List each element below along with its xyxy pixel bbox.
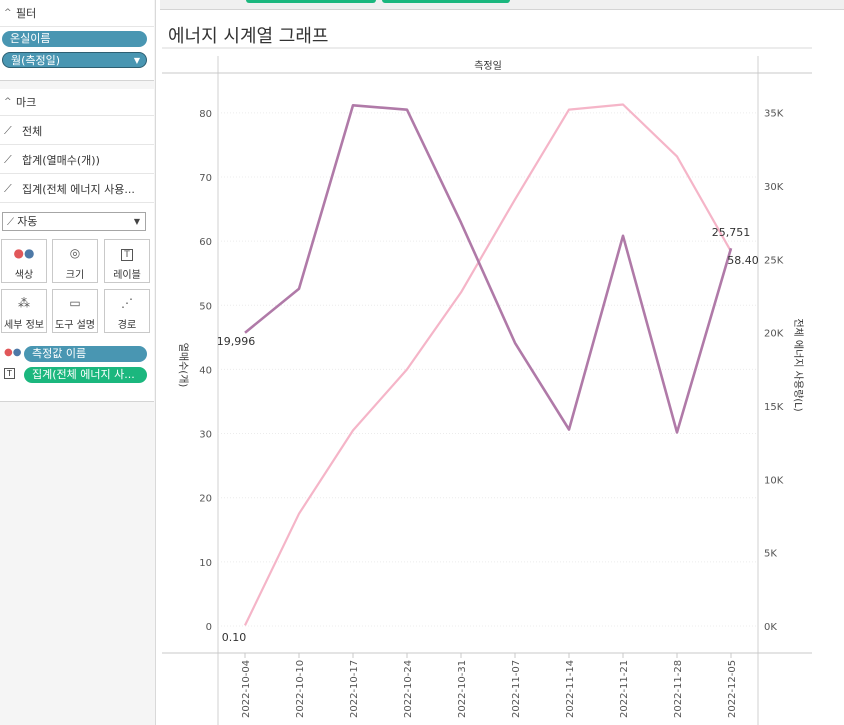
- marks-row-label: 합계(열매수(개)): [22, 153, 100, 167]
- shelf-pill[interactable]: [246, 0, 376, 3]
- dropdown-arrow-icon: ▼: [133, 217, 140, 226]
- marks-row-fruit-count[interactable]: ⟋ 합계(열매수(개)): [0, 146, 154, 174]
- right-tick-label: 10K: [764, 475, 784, 486]
- left-tick-label: 10: [199, 558, 212, 569]
- filters-panel: ^ 필터 온실이름 월(측정일) ▼: [0, 0, 154, 81]
- worksheet-view: [160, 0, 844, 725]
- left-tick-label: 20: [199, 494, 212, 505]
- filter-pill-label: 온실이름: [10, 32, 51, 45]
- x-tick-label: 2022-10-17: [349, 660, 360, 718]
- line-mark-icon: ⟋: [7, 217, 18, 228]
- left-tick-label: 0: [206, 622, 212, 633]
- shelf-pill[interactable]: [382, 0, 510, 3]
- marks-row-all[interactable]: ⟋ 전체: [0, 117, 154, 145]
- energy-sum-pill[interactable]: 집계(전체 에너지 사...: [24, 367, 147, 383]
- sidebar: ^ 필터 온실이름 월(측정일) ▼ ^ 마크 ⟋ 전체 ⟋ 합계(열매수(개)…: [0, 0, 156, 725]
- fruit-count-series-line[interactable]: [244, 103, 732, 626]
- data-label: 19,996: [217, 335, 256, 348]
- line-mark-icon: ⟋: [4, 152, 12, 166]
- card-label: 도구 설명: [55, 320, 95, 331]
- x-tick-label: 2022-10-24: [403, 660, 414, 718]
- right-tick-label: 20K: [764, 329, 784, 340]
- color-card[interactable]: ●● 색상: [1, 239, 47, 283]
- x-tick-label: 2022-10-04: [241, 660, 252, 718]
- right-tick-label: 0K: [764, 622, 777, 633]
- marks-row-energy[interactable]: ⟋ 집계(전체 에너지 사용...: [0, 175, 154, 203]
- data-label: 0.10: [222, 631, 247, 644]
- card-label: 레이블: [113, 270, 141, 281]
- filters-header[interactable]: ^ 필터: [0, 0, 154, 27]
- x-tick-label: 2022-11-14: [565, 660, 576, 718]
- color-dots-icon: ●●: [4, 347, 22, 358]
- dropdown-arrow-icon[interactable]: ▼: [133, 56, 140, 65]
- x-tick-label: 2022-10-31: [457, 660, 468, 718]
- filter-pill-label: 월(측정일): [11, 54, 61, 67]
- worksheet-title: 에너지 시계열 그래프: [168, 26, 329, 47]
- path-icon: ⋰: [121, 296, 133, 310]
- shelf-strip: [160, 0, 844, 10]
- x-tick-label: 2022-12-05: [727, 660, 738, 718]
- size-circles-icon: ◎: [69, 246, 81, 260]
- left-tick-label: 50: [199, 301, 212, 312]
- line-mark-icon: ⟋: [4, 181, 12, 195]
- pill-label: 집계(전체 에너지 사...: [32, 368, 135, 381]
- path-card[interactable]: ⋰ 경로: [104, 289, 150, 333]
- left-axis-title: 열매수(개): [177, 343, 189, 388]
- left-tick-label: 30: [199, 430, 212, 441]
- right-tick-label: 25K: [764, 255, 784, 266]
- x-tick-label: 2022-11-21: [619, 660, 630, 718]
- x-tick-label: 2022-10-10: [295, 660, 306, 718]
- card-label: 색상: [14, 270, 34, 281]
- text-label-icon: T: [105, 246, 149, 266]
- speech-bubble-icon: ▭: [69, 296, 81, 310]
- left-tick-label: 60: [199, 237, 212, 248]
- line-mark-icon: ⟋: [4, 123, 12, 137]
- text-label-icon: T: [4, 368, 15, 379]
- collapse-caret-icon[interactable]: ^: [4, 97, 12, 107]
- filter-pill-greenhouse[interactable]: 온실이름: [2, 31, 147, 47]
- right-tick-label: 5K: [764, 549, 777, 560]
- marks-row-label: 집계(전체 에너지 사용...: [22, 182, 135, 196]
- energy-usage-series-line[interactable]: [244, 104, 733, 434]
- detail-card[interactable]: ⁂ 세부 정보: [1, 289, 47, 333]
- x-tick-label: 2022-11-28: [673, 660, 684, 718]
- size-card[interactable]: ◎ 크기: [52, 239, 98, 283]
- measure-names-pill[interactable]: 측정값 이름: [24, 346, 147, 362]
- marks-header-label: 마크: [16, 96, 37, 109]
- tooltip-card[interactable]: ▭ 도구 설명: [52, 289, 98, 333]
- right-tick-label: 35K: [764, 109, 784, 120]
- right-axis-title: 전체 에너지 사용량(L): [792, 318, 804, 411]
- mark-type-value: 자동: [17, 215, 38, 228]
- filter-pill-month[interactable]: 월(측정일) ▼: [2, 52, 147, 68]
- x-tick-label: 2022-11-07: [511, 660, 522, 718]
- filters-header-label: 필터: [16, 7, 37, 20]
- marks-header[interactable]: ^ 마크: [0, 89, 154, 116]
- label-card[interactable]: T 레이블: [104, 239, 150, 283]
- right-tick-label: 15K: [764, 402, 784, 413]
- data-label: 58.40: [727, 254, 759, 267]
- x-header-label: 측정일: [474, 60, 502, 72]
- collapse-caret-icon[interactable]: ^: [4, 8, 12, 18]
- mark-type-select[interactable]: ⟋ 자동 ▼: [2, 212, 146, 231]
- pill-label: 측정값 이름: [32, 347, 87, 360]
- right-tick-label: 30K: [764, 182, 784, 193]
- left-tick-label: 70: [199, 173, 212, 184]
- marks-row-label: 전체: [22, 124, 43, 138]
- color-dots-icon: ●●: [13, 246, 35, 260]
- left-tick-label: 40: [199, 365, 212, 376]
- card-label: 크기: [65, 270, 85, 281]
- hierarchy-icon: ⁂: [18, 296, 30, 310]
- card-label: 경로: [117, 320, 137, 331]
- left-tick-label: 80: [199, 109, 212, 120]
- data-label: 25,751: [712, 226, 751, 239]
- card-label: 세부 정보: [4, 320, 44, 331]
